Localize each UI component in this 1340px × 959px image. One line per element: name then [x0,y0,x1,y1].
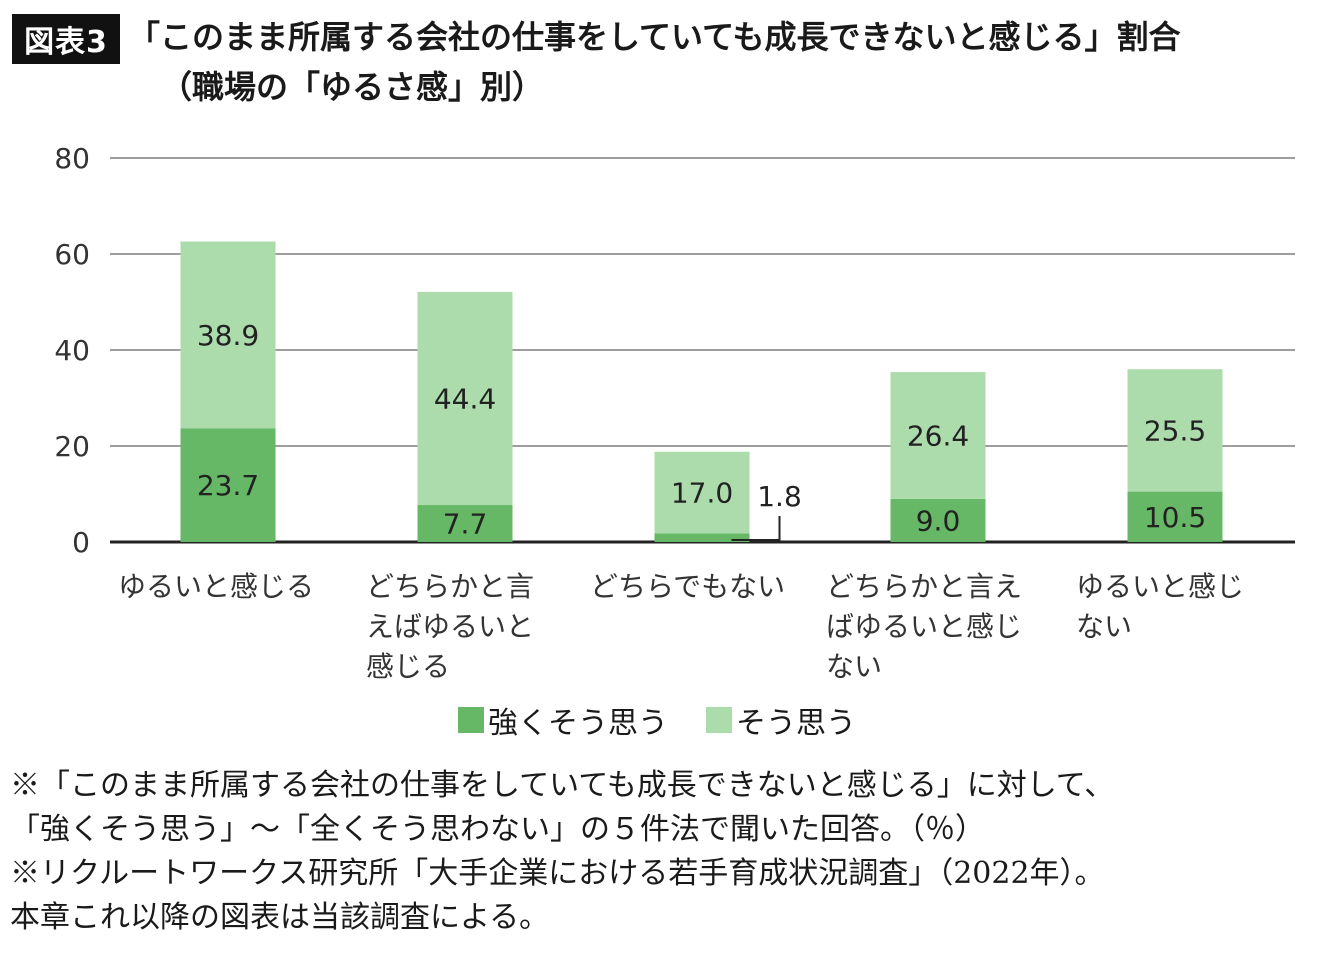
legend-item-agree: そう思う [706,698,856,742]
x-category-label: ない [826,650,882,683]
y-axis-ticks: 0 20 40 60 80 [54,142,90,559]
x-category-label: ばゆるいと感じ [826,610,1022,643]
footnote-line: 本章これ以降の図表は当該調査による。 [10,900,550,935]
data-label-agree: 38.9 [197,319,259,352]
y-tick-label: 40 [54,334,90,367]
bar-segment-agree [890,372,986,499]
bar-segment-strong [417,505,513,542]
bar-segment-agree [180,241,276,429]
footnote-line: 「強くそう思う」〜「全くそう思わない」の５件法で聞いた回答。（％） [10,812,985,847]
x-category-label: ゆるいと感じる [118,570,314,603]
data-label-strong: 10.5 [1144,501,1206,534]
x-category-label: ゆるいと感じ [1076,570,1244,603]
chart-title: 「このまま所属する会社の仕事をしていても成長できないと感じる」割合 [128,18,1181,56]
bar-segment-agree [1127,369,1223,492]
data-label-agree: 17.0 [671,477,733,510]
legend-swatch-strong [458,707,484,733]
bar-segment-strong [654,533,750,542]
chart-subtitle: （職場の「ゆるさ感」別） [160,68,545,106]
data-label-agree: 25.5 [1144,414,1206,447]
data-label-strong: 9.0 [916,504,961,537]
footnote-line: ※「このまま所属する会社の仕事をしていても成長できないと感じる」に対して、 [10,768,1115,803]
y-tick-label: 60 [54,238,90,271]
legend: 強くそう思う そう思う [458,698,894,742]
x-category-label: どちらかと言 [366,570,534,603]
data-label-strong: 1.8 [757,480,802,513]
bar-segment-strong [1127,491,1223,542]
legend-swatch-agree [706,707,732,733]
figure-badge: 図表3 [12,14,120,64]
legend-label-strong: 強くそう思う [488,706,668,741]
x-category-label: どちらかと言え [826,570,1022,603]
bar-segment-strong [890,498,986,542]
y-tick-label: 20 [54,430,90,463]
data-label-agree: 44.4 [434,382,496,415]
data-label-strong: 7.7 [443,508,488,541]
data-label-strong: 23.7 [197,469,259,502]
chart-header: 図表3 「このまま所属する会社の仕事をしていても成長できないと感じる」割合 （職… [12,10,1332,110]
x-category-label: えばゆるいと [366,610,534,643]
x-category-label: どちらでもない [590,570,785,603]
data-label-agree: 26.4 [907,419,969,452]
data-labels: 23.7 38.9 7.7 44.4 1.8 17.0 9.0 26.4 10.5 25.5 [197,319,1206,541]
bar-segment-agree [417,291,513,506]
y-tick-label: 0 [72,526,90,559]
stacked-bar-chart: 0 20 40 60 80 23.7 38.9 7.7 44.4 1.8 17.0 9.0 26.4 1… [54,142,1295,683]
footnote-line: ※リクルートワークス研究所「大手企業における若手育成状況調査」（2022年）。 [10,856,1105,891]
legend-item-strong: 強くそう思う [458,698,668,742]
bar-segment-strong [180,428,276,542]
bar-segment-agree [654,451,750,534]
bars [180,241,1223,542]
y-tick-label: 80 [54,142,90,175]
callout-leader [731,516,781,541]
footnotes: ※「このまま所属する会社の仕事をしていても成長できないと感じる」に対して、 「強… [10,764,1330,940]
legend-label-agree: そう思う [736,706,856,741]
x-category-label: 感じる [366,650,450,683]
x-category-label: ない [1076,610,1132,643]
